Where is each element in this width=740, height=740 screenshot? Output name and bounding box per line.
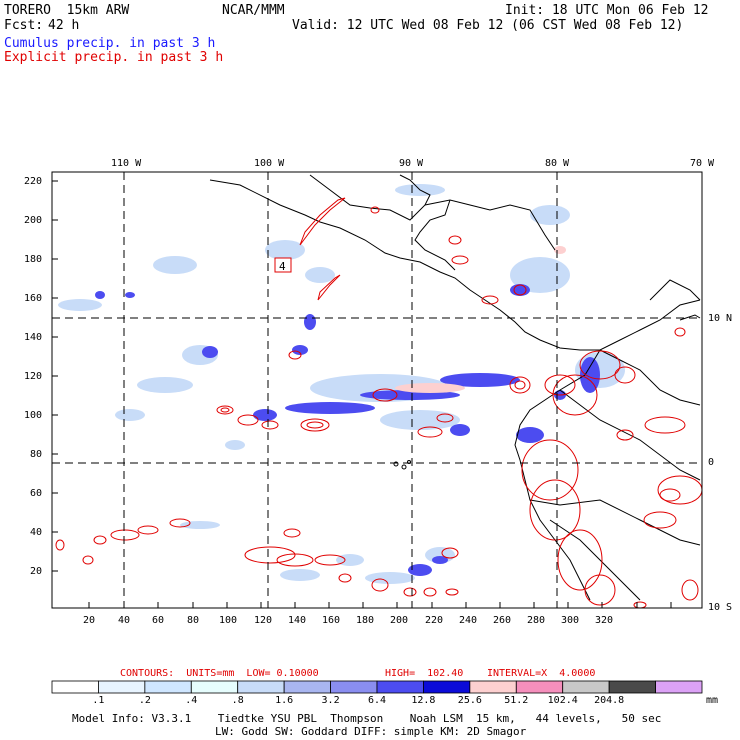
colorbar-swatch [423, 680, 471, 694]
y-tick: 80 [30, 449, 43, 460]
contour-label: 4 [279, 260, 286, 273]
axis-ticks [52, 180, 672, 608]
colorbar-level-label: .1 [92, 695, 105, 706]
lat-label-10n: 10 N [708, 313, 733, 324]
y-tick: 180 [24, 254, 43, 265]
colorbar-swatch [376, 680, 424, 694]
contour-interval: INTERVAL=X 4.0000 [487, 668, 596, 679]
colorbar-swatch [144, 680, 192, 694]
colorbar-swatch [330, 680, 378, 694]
x-tick: 80 [187, 615, 200, 626]
init-time: Init: 18 UTC Mon 06 Feb 12 [505, 3, 709, 18]
x-tick: 180 [356, 615, 375, 626]
lon-label-70w: 70 W [690, 158, 715, 169]
x-tick: 160 [322, 615, 341, 626]
y-tick: 200 [24, 215, 43, 226]
forecast-hour: 42 h [48, 18, 80, 33]
colorbar [51, 680, 703, 694]
colorbar-level-label: 6.4 [367, 695, 387, 706]
colorbar-unit: mm [705, 695, 719, 706]
x-tick: 40 [118, 615, 131, 626]
colorbar-level-label: .8 [231, 695, 244, 706]
y-tick: 120 [24, 371, 43, 382]
colorbar-level-label: .4 [185, 695, 198, 706]
y-tick: 160 [24, 293, 43, 304]
physics-info: LW: Godd SW: Goddard DIFF: simple KM: 2D… [215, 725, 527, 738]
legend-cumulus: Cumulus precip. in past 3 h [4, 36, 216, 51]
colorbar-level-label: 102.4 [547, 695, 578, 706]
x-tick: 280 [527, 615, 546, 626]
colorbar-swatch [190, 680, 239, 694]
model-info: Model Info: V3.3.1 Tiedtke YSU PBL Thomp… [72, 712, 662, 725]
x-tick: 120 [254, 615, 273, 626]
colorbar-swatch [51, 680, 99, 694]
y-tick: 140 [24, 332, 43, 343]
colorbar-swatch [608, 680, 656, 694]
x-tick: 260 [493, 615, 512, 626]
cumulus-precip-light [58, 184, 625, 584]
y-tick: 220 [24, 176, 43, 187]
colorbar-level-label: 1.6 [275, 695, 294, 706]
y-tick: 40 [30, 527, 43, 538]
lat-label-0: 0 [708, 457, 715, 468]
x-tick: 200 [390, 615, 409, 626]
colorbar-swatch [98, 680, 146, 694]
center-label: NCAR/MMM [222, 3, 285, 18]
model-title: TORERO 15km ARW [4, 3, 130, 18]
colorbar-swatch [283, 680, 331, 694]
colorbar-swatch [562, 680, 610, 694]
lon-label-90w: 90 W [399, 158, 424, 169]
colorbar-level-label: 51.2 [504, 695, 529, 706]
x-tick: 140 [288, 615, 307, 626]
colorbar-swatch [469, 680, 517, 694]
colorbar-level-label: 12.8 [411, 695, 436, 706]
colorbar-level-label: 3.2 [321, 695, 340, 706]
colorbar-level-label: .2 [138, 695, 151, 706]
x-tick: 320 [595, 615, 614, 626]
explicit-precip-contours [55, 197, 703, 609]
contour-units: CONTOURS: UNITS=mm LOW= 0.10000 [120, 668, 319, 679]
valid-time: Valid: 12 UTC Wed 08 Feb 12 (06 CST Wed … [292, 18, 684, 33]
islands [393, 460, 411, 470]
y-tick: 100 [24, 410, 43, 421]
colorbar-level-label: 204.8 [594, 695, 625, 706]
colorbar-swatch [237, 680, 285, 694]
forecast-label: Fcst: [4, 18, 44, 33]
x-tick: 220 [425, 615, 444, 626]
contour-label-box [274, 257, 292, 273]
x-tick: 100 [219, 615, 238, 626]
x-tick: 240 [459, 615, 478, 626]
map-frame [51, 171, 703, 609]
colorbar-swatch [655, 680, 703, 694]
cumulus-precip-heavy [95, 284, 600, 576]
lon-label-100w: 100 W [254, 158, 285, 169]
x-tick: 300 [561, 615, 580, 626]
lon-label-110w: 110 W [111, 158, 142, 169]
legend-explicit: Explicit precip. in past 3 h [4, 50, 224, 65]
x-tick: 60 [152, 615, 165, 626]
y-tick: 60 [30, 488, 43, 499]
contour-high: HIGH= 102.40 [385, 668, 464, 679]
colorbar-swatch [515, 680, 564, 694]
y-tick: 20 [30, 566, 43, 577]
lat-label-10s: 10 S [708, 602, 733, 613]
lon-label-80w: 80 W [545, 158, 570, 169]
x-tick: 20 [83, 615, 96, 626]
colorbar-level-label: 25.6 [457, 695, 482, 706]
graticule [52, 172, 702, 608]
